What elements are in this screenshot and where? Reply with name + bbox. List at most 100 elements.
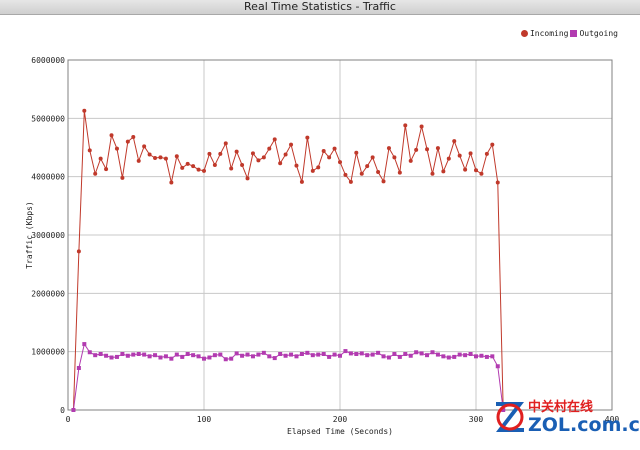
data-point-incoming	[381, 179, 386, 184]
data-point-incoming	[196, 167, 201, 172]
data-point-outgoing	[218, 352, 223, 357]
y-axis-ticks: 0 1000000 2000000 3000000 4000000 5000000 6000…	[31, 56, 65, 415]
data-point-outgoing	[348, 351, 353, 356]
y-tick-label: 2000000	[31, 289, 65, 298]
legend-outgoing-label: Outgoing	[579, 29, 618, 38]
data-point-incoming	[425, 147, 430, 152]
data-point-incoming	[359, 171, 364, 176]
data-point-incoming	[207, 151, 212, 156]
data-point-outgoing	[381, 354, 386, 359]
data-point-outgoing	[267, 354, 272, 359]
data-point-incoming	[261, 155, 266, 160]
data-point-outgoing	[114, 354, 119, 359]
data-point-incoming	[370, 155, 375, 160]
data-point-incoming	[338, 160, 342, 165]
data-point-incoming	[484, 151, 489, 156]
data-point-incoming	[414, 147, 419, 152]
data-point-incoming	[174, 154, 179, 159]
y-tick-label: 0	[60, 406, 65, 415]
data-point-outgoing	[147, 354, 152, 359]
data-point-incoming	[468, 151, 473, 156]
data-point-outgoing	[359, 351, 364, 356]
y-tick-label: 1000000	[31, 348, 65, 357]
data-point-outgoing	[386, 355, 391, 360]
data-point-incoming	[289, 142, 294, 147]
data-point-outgoing	[131, 352, 136, 357]
legend-incoming-label: Incoming	[529, 29, 569, 38]
data-point-incoming	[114, 146, 119, 151]
data-point-outgoing	[82, 342, 87, 347]
watermark-en: ZOL.com.cn	[528, 414, 640, 436]
series-incoming	[71, 108, 506, 412]
x-axis-label: Elapsed Time (Seconds)	[287, 427, 393, 436]
data-point-incoming	[136, 158, 141, 163]
series-line-incoming	[72, 110, 504, 411]
series-outgoing	[71, 342, 506, 412]
outgoing-marker-icon	[570, 30, 578, 37]
data-point-incoming	[408, 158, 413, 163]
data-point-outgoing	[321, 352, 326, 356]
plot-area-frame	[67, 59, 613, 411]
data-point-outgoing	[484, 354, 489, 359]
data-point-outgoing	[153, 353, 158, 358]
data-point-outgoing	[332, 352, 337, 357]
data-point-outgoing	[490, 354, 495, 359]
data-point-incoming	[272, 137, 277, 142]
data-point-incoming	[256, 158, 261, 163]
legend-outgoing: Outgoing	[570, 29, 618, 38]
series-layer	[71, 108, 506, 412]
data-point-outgoing	[310, 353, 315, 358]
data-point-outgoing	[104, 353, 109, 358]
data-point-incoming	[327, 155, 332, 160]
data-point-incoming	[87, 148, 92, 153]
data-point-outgoing	[278, 352, 283, 356]
data-point-incoming	[305, 135, 310, 140]
data-point-outgoing	[501, 408, 506, 412]
data-point-incoming	[76, 249, 81, 254]
x-tick-label: 300	[469, 415, 484, 424]
watermark-cn: 中关村在线	[528, 400, 594, 415]
data-point-incoming	[278, 161, 283, 166]
data-point-incoming	[321, 149, 326, 153]
data-point-outgoing	[468, 352, 473, 356]
x-axis-ticks: 0 100 200 300 400	[66, 415, 620, 424]
data-point-outgoing	[457, 352, 462, 357]
data-point-incoming	[98, 156, 103, 161]
data-point-outgoing	[338, 353, 342, 358]
data-point-outgoing	[441, 354, 446, 359]
data-point-incoming	[310, 168, 315, 173]
data-point-incoming	[348, 179, 353, 184]
x-tick-label: 400	[605, 415, 620, 424]
data-point-outgoing	[185, 352, 190, 356]
data-point-incoming	[419, 124, 424, 129]
data-point-outgoing	[408, 353, 413, 358]
data-point-outgoing	[196, 354, 201, 359]
data-point-outgoing	[452, 354, 457, 359]
data-point-outgoing	[403, 352, 408, 356]
data-point-outgoing	[495, 364, 500, 369]
data-point-outgoing	[289, 352, 294, 357]
data-point-outgoing	[392, 352, 397, 356]
data-point-incoming	[441, 169, 446, 174]
data-point-outgoing	[463, 353, 468, 358]
chart-legend: Incoming Outgoing	[520, 29, 618, 38]
data-point-incoming	[386, 146, 391, 151]
data-point-incoming	[490, 142, 495, 147]
data-point-outgoing	[327, 354, 332, 359]
data-point-outgoing	[376, 350, 381, 355]
data-point-outgoing	[343, 349, 348, 354]
zol-logo-icon	[496, 402, 524, 432]
data-point-outgoing	[397, 354, 402, 359]
data-point-incoming	[392, 155, 397, 160]
data-point-outgoing	[425, 353, 430, 358]
data-point-incoming	[267, 146, 272, 151]
data-point-outgoing	[430, 350, 435, 355]
data-point-incoming	[250, 151, 255, 156]
data-point-outgoing	[158, 355, 163, 360]
incoming-marker-icon	[520, 30, 528, 37]
data-point-incoming	[354, 150, 359, 155]
watermark-logo: 中关村在线 ZOL.com.cn	[492, 394, 640, 442]
data-point-incoming	[163, 156, 168, 161]
data-point-incoming	[245, 176, 250, 181]
